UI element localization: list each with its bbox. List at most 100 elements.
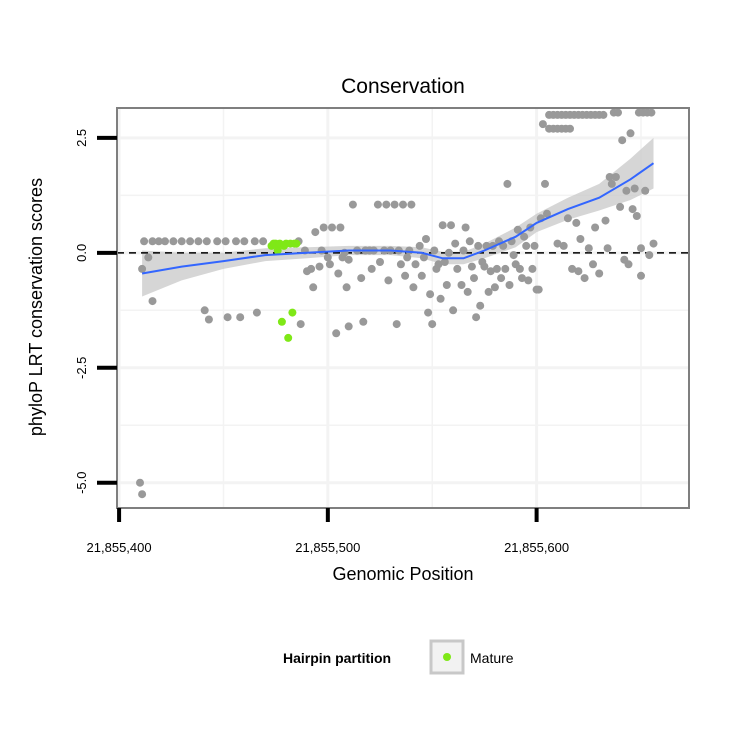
data-point: [572, 218, 581, 227]
data-point: [221, 237, 230, 246]
data-point: [603, 244, 612, 253]
data-point: [628, 205, 637, 214]
mature-point: [284, 333, 293, 342]
data-point: [451, 239, 460, 248]
data-point: [474, 241, 483, 250]
data-point: [614, 108, 622, 117]
data-point: [334, 269, 343, 278]
data-point: [422, 235, 430, 243]
legend-label-mature: Mature: [470, 650, 514, 666]
data-point: [530, 241, 539, 250]
data-point: [649, 239, 658, 248]
data-point: [140, 237, 149, 246]
data-point: [630, 184, 639, 193]
data-point: [186, 237, 195, 246]
data-point: [144, 253, 153, 262]
data-point: [559, 241, 568, 250]
data-point: [342, 283, 351, 292]
data-point: [344, 322, 353, 331]
data-point: [611, 173, 620, 181]
data-point: [647, 108, 656, 117]
data-point: [505, 281, 514, 289]
data-point: [524, 276, 533, 285]
data-point: [641, 186, 650, 195]
data-point: [563, 214, 572, 223]
y-tick-label: 2.5: [74, 129, 89, 147]
data-point: [543, 209, 551, 218]
data-point: [513, 225, 522, 234]
data-point: [622, 186, 631, 195]
data-point: [465, 237, 474, 246]
data-point: [522, 241, 531, 250]
data-point: [518, 274, 526, 283]
confidence-band-layer: [142, 137, 654, 297]
data-point: [444, 248, 453, 257]
data-point: [177, 237, 186, 246]
data-point: [605, 173, 614, 181]
data-point: [463, 287, 472, 296]
data-point: [434, 260, 443, 269]
confidence-band: [142, 137, 654, 297]
data-point: [584, 244, 593, 253]
data-point: [317, 246, 326, 255]
data-point: [607, 179, 616, 188]
x-tick-label: 21,855,600: [504, 540, 569, 555]
data-point: [497, 274, 506, 283]
data-point: [467, 262, 476, 271]
data-point: [202, 237, 211, 246]
points-layer: [136, 108, 658, 499]
smooth-curve-layer: [141, 162, 655, 275]
data-point: [382, 200, 391, 209]
data-point: [390, 200, 399, 209]
mature-point: [273, 246, 282, 255]
data-point: [392, 320, 401, 329]
data-point: [403, 253, 412, 262]
data-point: [461, 223, 470, 232]
data-point: [396, 260, 405, 269]
y-tick-label: -5.0: [74, 471, 89, 493]
data-point: [250, 237, 259, 246]
data-point: [357, 274, 366, 283]
data-point: [438, 221, 447, 230]
data-point: [447, 221, 455, 230]
x-tick-label: 21,855,400: [87, 540, 152, 555]
data-point: [399, 200, 407, 209]
data-point: [328, 223, 336, 232]
y-axis-title: phyloP LRT conservation scores: [26, 178, 46, 436]
data-point: [480, 262, 489, 271]
data-point: [486, 267, 495, 276]
data-point: [449, 306, 458, 315]
data-point: [138, 490, 147, 499]
data-point: [169, 237, 178, 246]
data-point: [236, 313, 245, 322]
x-axis-title: Genomic Position: [332, 564, 473, 584]
data-point: [373, 200, 382, 209]
y-tick-label: -2.5: [74, 357, 89, 379]
data-point: [323, 253, 332, 262]
data-point: [384, 276, 393, 285]
data-point: [476, 301, 485, 310]
x-tick-label: 21,855,500: [295, 540, 360, 555]
data-point: [580, 274, 589, 283]
data-point: [296, 320, 305, 329]
data-point: [367, 264, 376, 273]
data-point: [428, 320, 437, 329]
data-point: [430, 246, 439, 255]
data-point: [232, 237, 240, 246]
data-point: [568, 264, 577, 273]
data-point: [601, 216, 610, 225]
data-point: [566, 124, 574, 133]
data-point: [509, 251, 518, 260]
data-point: [595, 269, 604, 278]
data-point: [415, 241, 424, 250]
data-point: [213, 237, 222, 246]
data-point: [436, 294, 445, 303]
data-point: [409, 283, 418, 292]
legend: Hairpin partition Mature: [283, 639, 514, 675]
data-point: [200, 306, 209, 315]
data-point: [470, 274, 478, 283]
data-point: [576, 235, 585, 243]
chart-title: Conservation: [341, 75, 465, 98]
data-point: [194, 237, 203, 246]
